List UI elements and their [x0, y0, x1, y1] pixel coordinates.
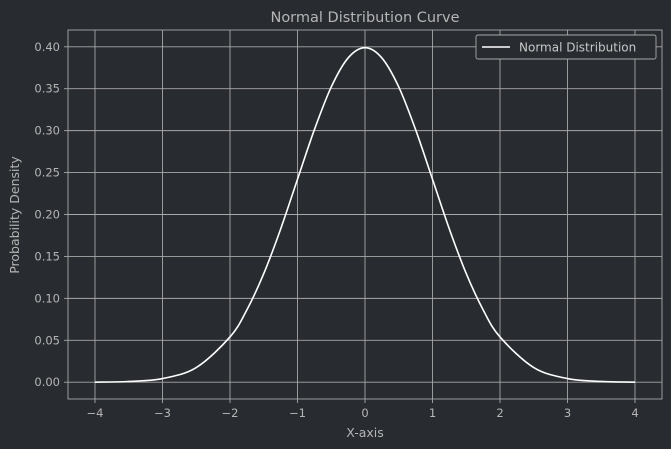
- x-tick-label: −3: [154, 406, 171, 420]
- y-tick-label: 0.15: [34, 249, 60, 263]
- y-tick-label: 0.30: [34, 124, 60, 138]
- y-tick-label: 0.40: [34, 40, 60, 54]
- x-tick-label: 0: [361, 406, 368, 420]
- legend-box: [475, 34, 657, 60]
- y-tick-label: 0.05: [34, 333, 60, 347]
- y-axis-label: Probability Density: [7, 156, 22, 274]
- x-tick-label: 3: [564, 406, 571, 420]
- grid: [68, 30, 662, 399]
- legend: Normal Distribution: [475, 34, 657, 60]
- x-axis-label: X-axis: [346, 425, 384, 440]
- x-tick-label: 4: [631, 406, 638, 420]
- y-tick-label: 0.25: [34, 166, 60, 180]
- x-tick-label: −2: [222, 406, 239, 420]
- legend-label: Normal Distribution: [519, 41, 636, 55]
- x-tick-label: −4: [87, 406, 104, 420]
- y-tick-label: 0.10: [34, 291, 60, 305]
- x-tick-label: −1: [289, 406, 306, 420]
- y-tick-label: 0.00: [34, 375, 60, 389]
- x-tick-label: 1: [429, 406, 436, 420]
- x-tick-label: 2: [496, 406, 503, 420]
- y-tick-label: 0.35: [34, 82, 60, 96]
- series-line-normal-distribution: [94, 46, 636, 383]
- y-axis-ticks: 0.00 0.05 0.10 0.15 0.20 0.25 0.30 0.35 0.40: [34, 40, 68, 389]
- y-tick-label: 0.20: [34, 208, 60, 222]
- x-axis-ticks: −4 −3 −2 −1 0 1 2 3 4: [87, 399, 639, 420]
- chart-title: Normal Distribution Curve: [270, 10, 459, 26]
